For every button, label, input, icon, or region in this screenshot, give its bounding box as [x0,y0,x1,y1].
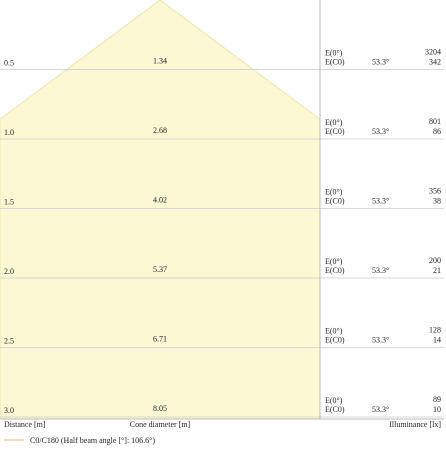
e0-label: E(0°) [325,396,343,405]
ec0-label: E(C0) [325,127,345,136]
cone-diameter-label: 5.37 [153,265,167,274]
angle-label: 53.3° [372,58,389,67]
ec0-value: 10 [433,405,441,414]
e0-label: E(0°) [325,257,343,266]
e0-label: E(0°) [325,327,343,336]
illuminance-axis-label: Illuminance [lx] [389,420,441,429]
legend-label: C0/C180 (Half beam angle [°]: 106.6°) [30,436,155,445]
ec0-label: E(C0) [325,336,345,345]
angle-label: 53.3° [372,336,389,345]
e0-label: E(0°) [325,188,343,197]
ec0-value: 21 [433,266,441,275]
angle-label: 53.3° [372,405,389,414]
e0-value: 356 [429,187,441,196]
ec0-label: E(C0) [325,266,345,275]
distance-label: 1.0 [4,128,14,137]
e0-value: 801 [429,117,441,126]
distance-label: 3.0 [4,406,14,415]
distance-label: 2.5 [4,337,14,346]
cone-diameter-axis-label: Cone diameter [m] [130,420,191,429]
cone-diameter-label: 8.05 [153,404,167,413]
distance-label: 1.5 [4,198,14,207]
e0-value: 200 [429,256,441,265]
angle-label: 53.3° [372,266,389,275]
cone-diameter-label: 4.02 [153,196,167,205]
cone-diameter-label: 6.71 [153,335,167,344]
ec0-value: 342 [429,58,441,67]
cone-diameter-label: 2.68 [153,126,167,135]
cone-diameter-label: 1.34 [153,57,167,66]
ec0-label: E(C0) [325,197,345,206]
ec0-value: 38 [433,197,441,206]
e0-label: E(0°) [325,118,343,127]
angle-label: 53.3° [372,197,389,206]
e0-value: 89 [433,395,441,404]
angle-label: 53.3° [372,127,389,136]
grid-layer [0,0,444,420]
distance-axis-label: Distance [m] [4,420,46,429]
distance-label: 0.5 [4,59,14,68]
ec0-label: E(C0) [325,405,345,414]
e0-value: 128 [429,326,441,335]
ec0-value: 14 [433,336,441,345]
distance-label: 2.0 [4,267,14,276]
ec0-label: E(C0) [325,58,345,67]
e0-label: E(0°) [325,49,343,58]
e0-value: 3204 [425,48,441,57]
ec0-value: 86 [433,127,441,136]
